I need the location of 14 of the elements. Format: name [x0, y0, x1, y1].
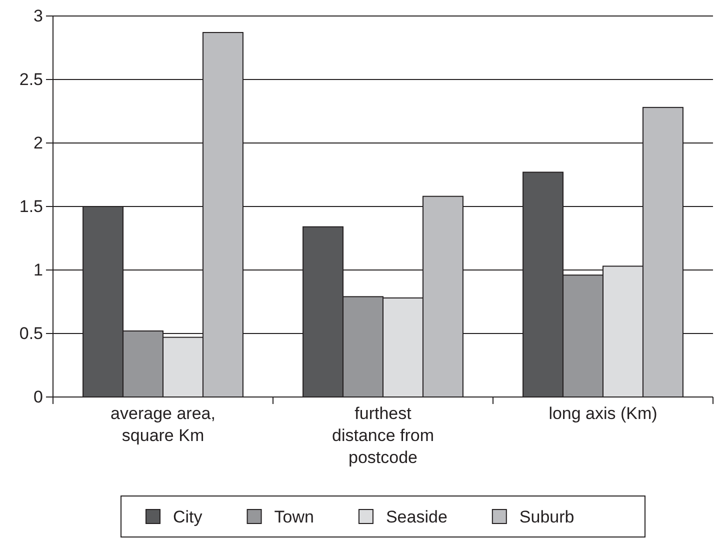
y-tick-label: 1.5 [19, 196, 43, 216]
legend-label: City [173, 507, 203, 526]
y-tick-label: 2 [34, 133, 43, 152]
y-tick-label: 0.5 [19, 324, 43, 343]
x-tick-label: furthest distance from postcode [332, 404, 434, 468]
legend-label: Town [274, 507, 314, 526]
y-tick-label: 2.5 [19, 70, 43, 89]
y-tick-label: 1 [34, 260, 43, 280]
y-tick-label: 0 [34, 387, 43, 406]
x-tick-label: average area, square Km [110, 404, 216, 446]
legend-label: Seaside [386, 507, 448, 526]
y-tick-label: 3 [34, 6, 43, 26]
legend-label: Suburb [519, 507, 574, 526]
x-tick-label: long axis (Km) [548, 404, 658, 424]
